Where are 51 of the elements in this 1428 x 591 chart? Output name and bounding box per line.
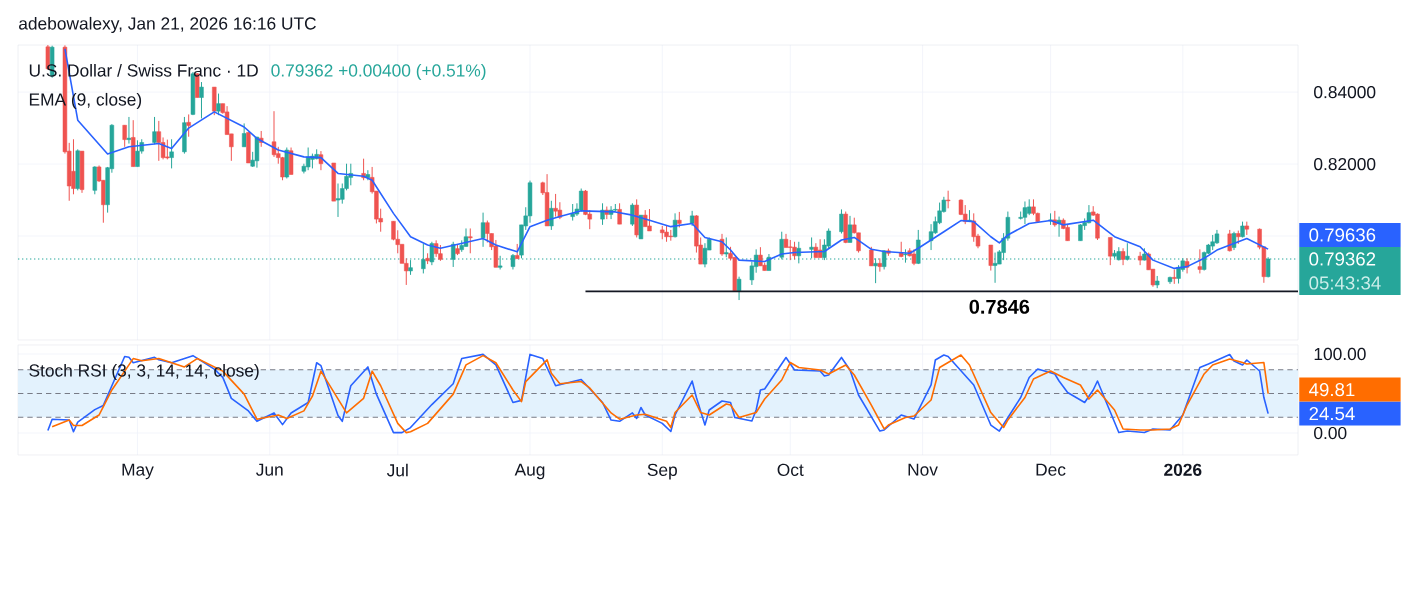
text: 24.54 [1309, 407, 1355, 421]
candlestick [877, 257, 883, 273]
candlestick [468, 227, 473, 254]
candlestick [1172, 268, 1177, 285]
candlestick [945, 190, 951, 209]
annotation: 0.7846 [969, 299, 1030, 314]
text: adebowalexy, Jan 21, 2026 16:16 UTC [19, 16, 316, 34]
candlestick [169, 138, 174, 169]
x-tick-label: Jun [256, 463, 283, 476]
candlestick [122, 124, 127, 148]
candlestick [988, 244, 993, 272]
candlestick [135, 139, 140, 168]
candlestick [365, 169, 371, 181]
candlestick [839, 208, 844, 234]
candlestick [553, 193, 558, 218]
text: 49.81 [1309, 383, 1355, 397]
candlestick [186, 113, 191, 138]
y-tick-label: 0.84000 [1314, 85, 1376, 99]
candlestick [638, 214, 644, 240]
candlestick [1137, 251, 1143, 266]
x-tick-label: Aug [514, 463, 545, 480]
candlestick [152, 116, 157, 145]
x-tick-label: Nov [908, 463, 938, 476]
candlestick [992, 252, 998, 284]
candlestick [241, 122, 247, 148]
candlestick [758, 246, 763, 267]
x-tick-label: Dec [1036, 463, 1066, 476]
candlestick [199, 81, 204, 119]
x-tick-label: 2026 [1164, 463, 1202, 476]
candlestick [1197, 248, 1203, 274]
candlestick [647, 208, 652, 232]
x-tick-label: Oct [777, 463, 804, 476]
candlestick [1108, 236, 1113, 266]
x-tick-label: Sep [647, 463, 677, 480]
candlestick [549, 200, 554, 231]
y-tick-label: 0.00 [1314, 426, 1347, 440]
x-tick-label: Jul [386, 463, 408, 477]
text: 0.79362 [1309, 252, 1376, 266]
candlestick [736, 276, 742, 301]
x-tick-label: May [122, 463, 154, 480]
candlestick [126, 116, 132, 145]
text: 05:43:34 [1309, 276, 1381, 290]
candlestick [809, 236, 814, 259]
text: 0.79362 +0.00400 (+0.51%) [271, 63, 486, 81]
text: 0.79636 [1309, 228, 1376, 242]
y-tick-label: 100.00 [1314, 347, 1366, 361]
candlestick [335, 183, 341, 218]
candlestick [288, 147, 294, 175]
candlestick [869, 246, 874, 267]
candlestick [92, 165, 97, 195]
y-tick-label: 0.82000 [1314, 157, 1376, 171]
